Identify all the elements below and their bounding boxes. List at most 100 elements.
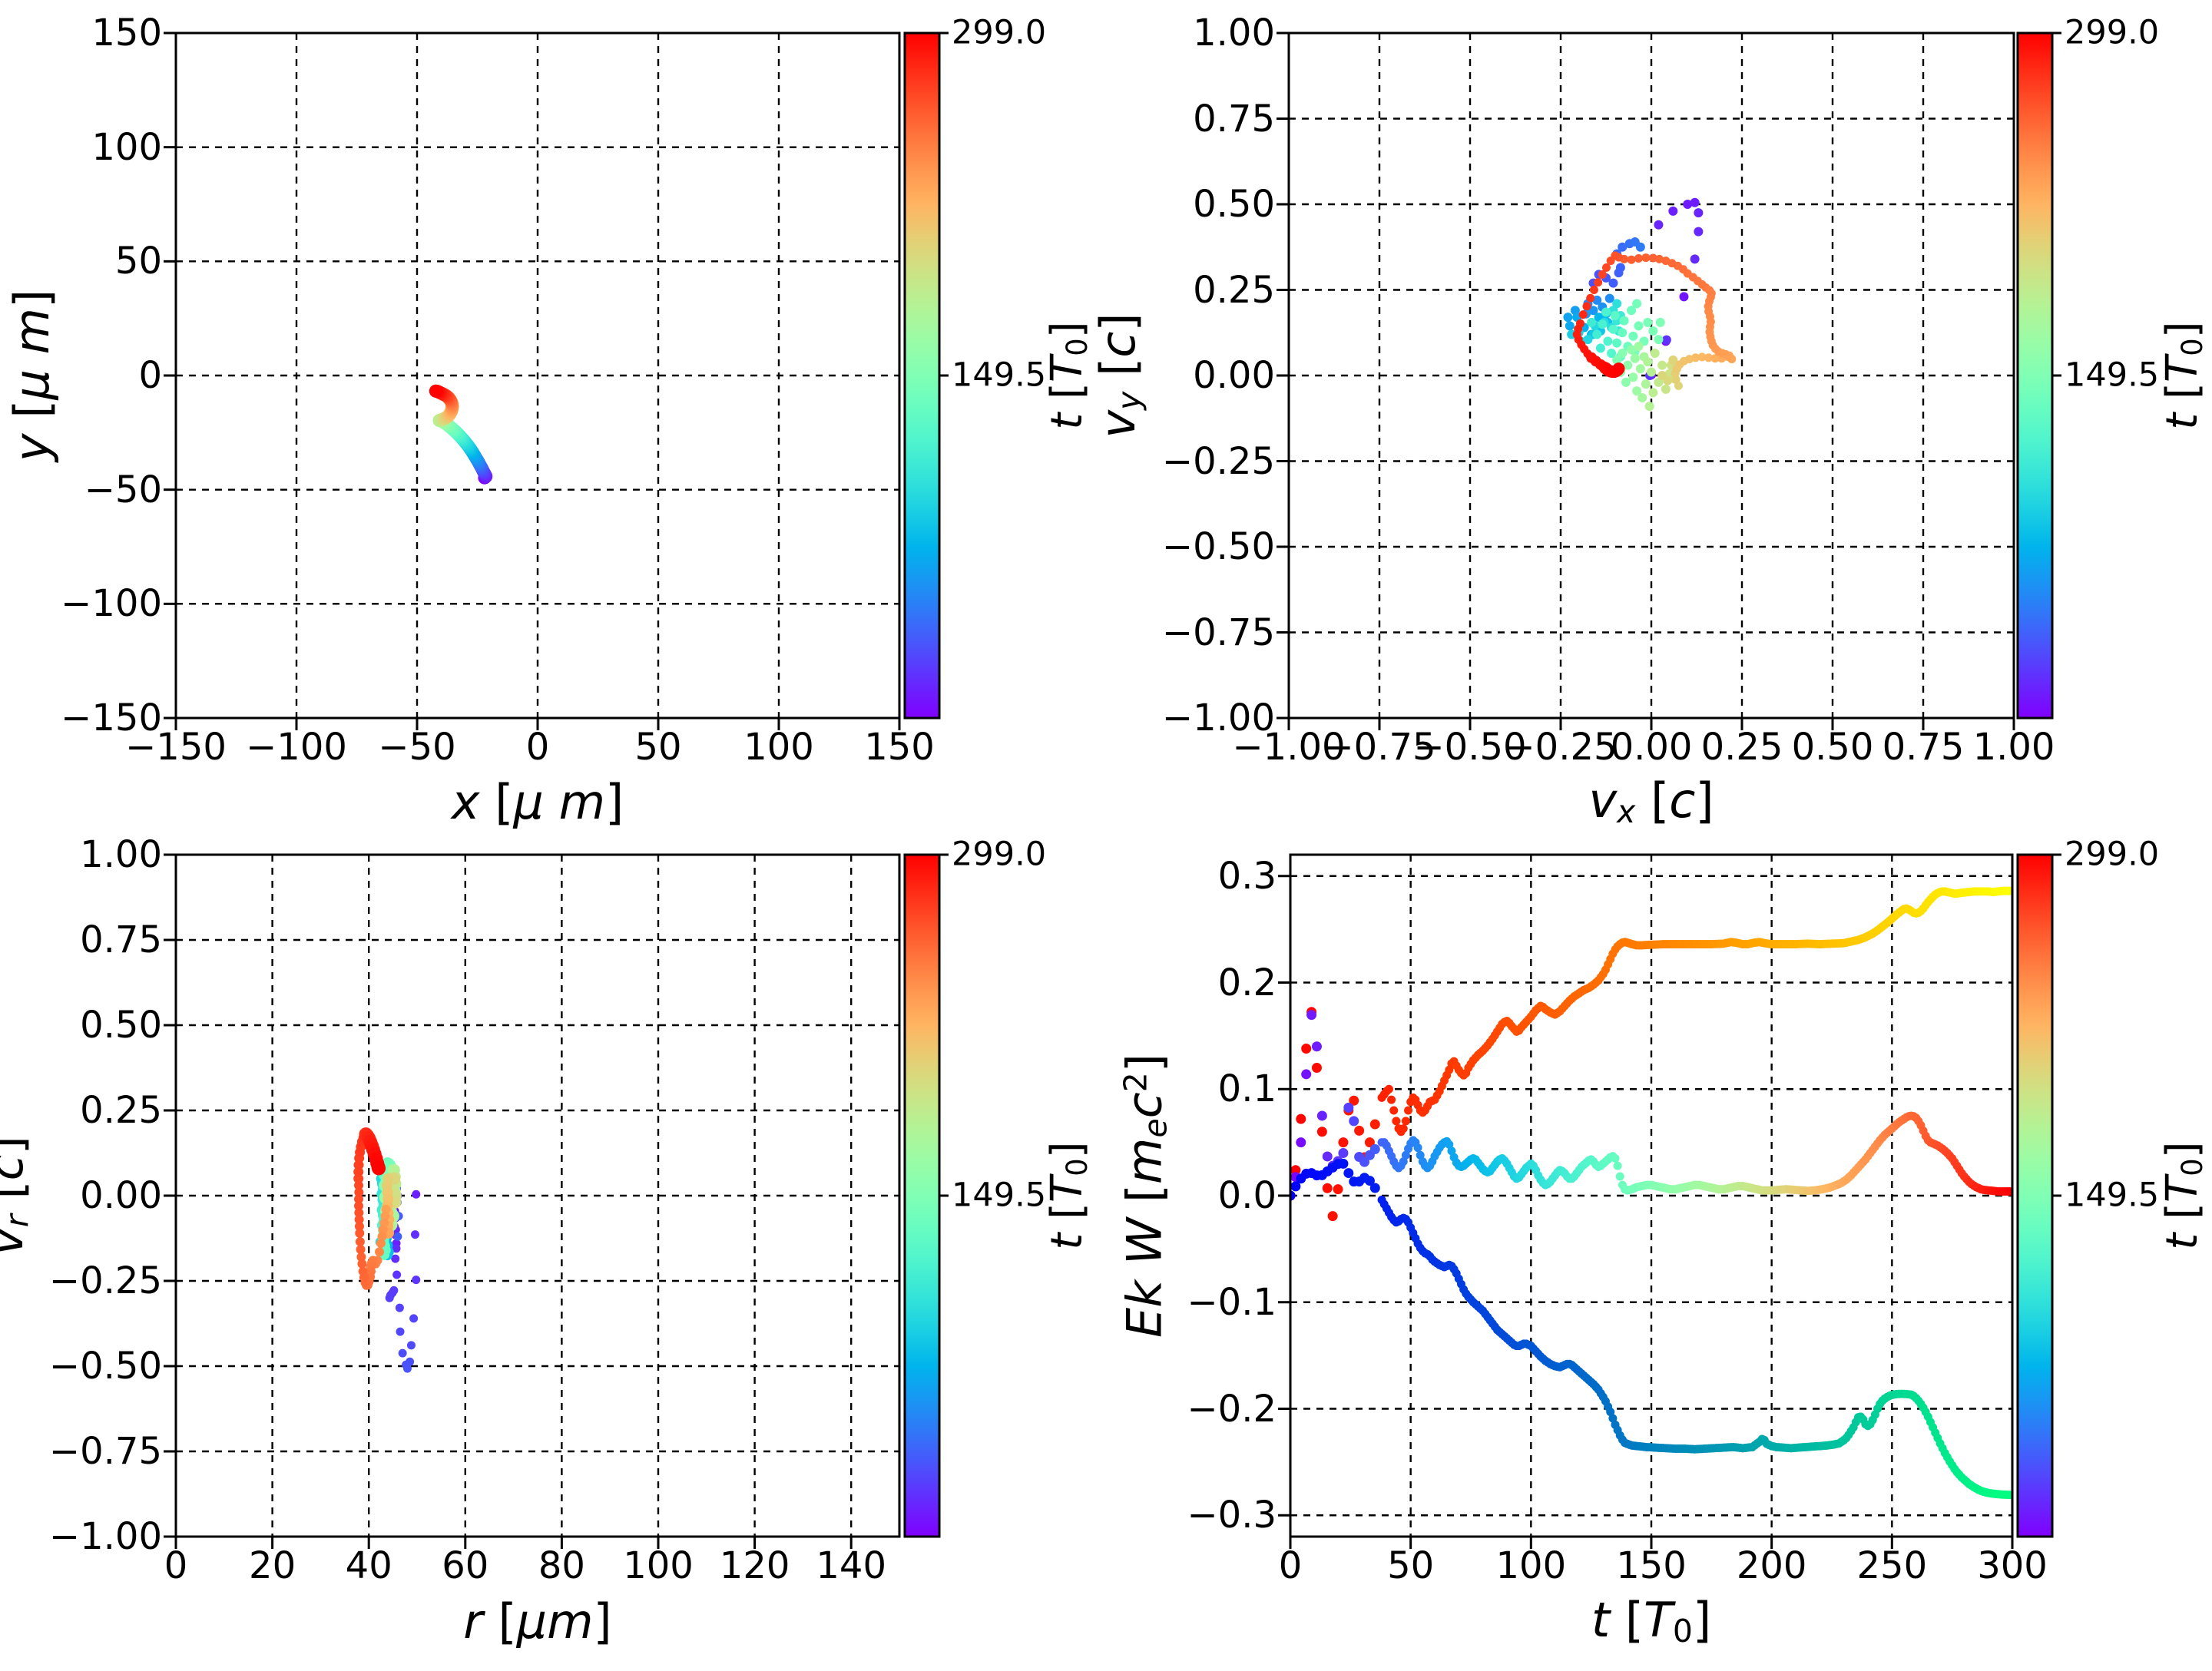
tick-marks bbox=[164, 853, 853, 1549]
label-token: ] bbox=[1116, 1054, 1173, 1073]
label-token: μ bbox=[4, 369, 60, 400]
tick-marks bbox=[164, 31, 901, 730]
label-token: v bbox=[1588, 772, 1618, 829]
x-tick-label: −1.00 bbox=[1232, 726, 1346, 769]
label-token: ] bbox=[1692, 1591, 1712, 1648]
y-tick-label: 0 bbox=[138, 354, 162, 397]
x-axis-label: r [μm] bbox=[463, 1598, 611, 1646]
subplot-xy-trajectory bbox=[164, 31, 949, 730]
y-tick-label: −0.1 bbox=[1187, 1280, 1277, 1324]
x-tick-label: −0.50 bbox=[1413, 726, 1527, 769]
colorbar-tick-label: 299.0 bbox=[2065, 13, 2160, 52]
x-tick-label: 150 bbox=[864, 726, 935, 769]
y-axis-label: Ek W [mec2] bbox=[1116, 1054, 1174, 1338]
label-token: v bbox=[0, 1227, 34, 1256]
label-token: ] bbox=[1695, 772, 1714, 829]
label-token: x bbox=[451, 774, 480, 830]
label-token: ] bbox=[4, 289, 60, 309]
y-tick-label: −0.2 bbox=[1187, 1387, 1277, 1431]
label-token: v bbox=[1089, 409, 1146, 438]
label-token: [ bbox=[1610, 1591, 1644, 1648]
x-tick-label: 0.00 bbox=[1610, 726, 1693, 769]
x-tick-label: 0.50 bbox=[1791, 726, 1874, 769]
y-tick-label: −1.00 bbox=[48, 1515, 162, 1558]
y-tick-label: −1.00 bbox=[1161, 697, 1275, 740]
label-token: c bbox=[1669, 772, 1696, 829]
y-tick-label: 0.25 bbox=[1193, 268, 1275, 312]
label-token: [ bbox=[479, 774, 514, 830]
y-axis-label: vr [c] bbox=[0, 1136, 36, 1256]
label-token: t bbox=[2157, 1233, 2208, 1250]
label-token: E bbox=[1116, 1307, 1173, 1338]
x-tick-label: 150 bbox=[1616, 1544, 1687, 1587]
label-token: c bbox=[0, 1154, 34, 1180]
label-token: ] bbox=[1042, 321, 1093, 339]
label-token: ] bbox=[1089, 313, 1146, 332]
series-dots bbox=[1290, 886, 2012, 1500]
colorbar-label: t [T0] bbox=[1042, 321, 1094, 429]
x-tick-label: 250 bbox=[1856, 1544, 1928, 1587]
y-tick-label: −100 bbox=[61, 582, 162, 626]
y-tick-label: −0.25 bbox=[1161, 439, 1275, 483]
colorbar-tick-label: 149.5 bbox=[2065, 356, 2160, 395]
x-axis-label: vx [c] bbox=[1588, 776, 1714, 828]
label-token: [ bbox=[1042, 1202, 1093, 1233]
label-token: r bbox=[0, 1214, 36, 1228]
label-token: t bbox=[1042, 1233, 1093, 1250]
label-token: μ bbox=[513, 774, 544, 830]
x-tick-label: −100 bbox=[246, 726, 347, 769]
x-tick-label: 100 bbox=[743, 726, 814, 769]
colorbar-tick-label: 299.0 bbox=[952, 835, 1047, 874]
x-tick-label: 300 bbox=[1977, 1544, 2048, 1587]
label-token: t bbox=[1042, 412, 1093, 430]
colorbar-tick-label: 299.0 bbox=[2065, 835, 2160, 874]
x-tick-label: 0 bbox=[525, 726, 550, 769]
y-tick-label: 0.0 bbox=[1217, 1174, 1277, 1217]
label-token: m bbox=[4, 308, 60, 355]
tick-marks bbox=[1278, 875, 2014, 1549]
label-token: m bbox=[547, 1593, 594, 1649]
label-token: ] bbox=[0, 1136, 34, 1154]
label-token bbox=[1116, 1265, 1172, 1280]
x-tick-label: 0 bbox=[1278, 1544, 1303, 1587]
subplot-energy-vs-time bbox=[1278, 853, 2061, 1549]
y-tick-label: −0.3 bbox=[1187, 1494, 1277, 1537]
label-token: c bbox=[1089, 331, 1146, 358]
label-token: [ bbox=[2157, 382, 2208, 413]
label-token: 2 bbox=[1117, 1072, 1154, 1093]
label-token: T bbox=[1042, 356, 1093, 382]
y-tick-label: 1.00 bbox=[80, 833, 162, 876]
y-tick-label: −0.75 bbox=[1161, 610, 1275, 654]
x-tick-label: 100 bbox=[1495, 1544, 1567, 1587]
series-dots bbox=[353, 1127, 421, 1373]
colorbar-label: t [T0] bbox=[1042, 1141, 1094, 1249]
colorbar-tick-label: 299.0 bbox=[952, 13, 1047, 52]
x-axis-label: x [μ m] bbox=[452, 779, 624, 826]
label-token: m bbox=[558, 774, 605, 830]
label-token: k bbox=[1116, 1279, 1173, 1308]
label-token: 0 bbox=[2175, 1158, 2209, 1176]
x-tick-label: 40 bbox=[345, 1544, 392, 1587]
label-token: [ bbox=[4, 399, 60, 434]
y-axis-label: vy [c] bbox=[1090, 313, 1147, 438]
label-token: e bbox=[1137, 1118, 1174, 1138]
colorbar bbox=[2016, 853, 2054, 1538]
x-tick-label: 60 bbox=[442, 1544, 489, 1587]
label-token: ] bbox=[604, 774, 624, 830]
label-token: [ bbox=[1116, 1183, 1173, 1218]
y-tick-label: 0.2 bbox=[1217, 961, 1277, 1004]
x-tick-label: 20 bbox=[249, 1544, 296, 1587]
x-tick-label: 140 bbox=[816, 1544, 886, 1587]
label-token: r bbox=[463, 1593, 483, 1649]
subplot-vx-vy bbox=[1277, 31, 2061, 730]
colorbar bbox=[903, 853, 941, 1538]
tick-marks bbox=[1277, 31, 2015, 730]
y-tick-label: 150 bbox=[91, 12, 162, 55]
grid bbox=[174, 31, 901, 720]
x-tick-label: −50 bbox=[378, 726, 456, 769]
y-tick-label: 0.75 bbox=[1193, 97, 1275, 141]
colorbar-tick-label: 149.5 bbox=[952, 356, 1047, 395]
x-axis-label: t [T0] bbox=[1591, 1596, 1711, 1647]
y-axis-label: y [μ m] bbox=[4, 290, 60, 462]
colorbar-label: t [T0] bbox=[2157, 321, 2209, 429]
